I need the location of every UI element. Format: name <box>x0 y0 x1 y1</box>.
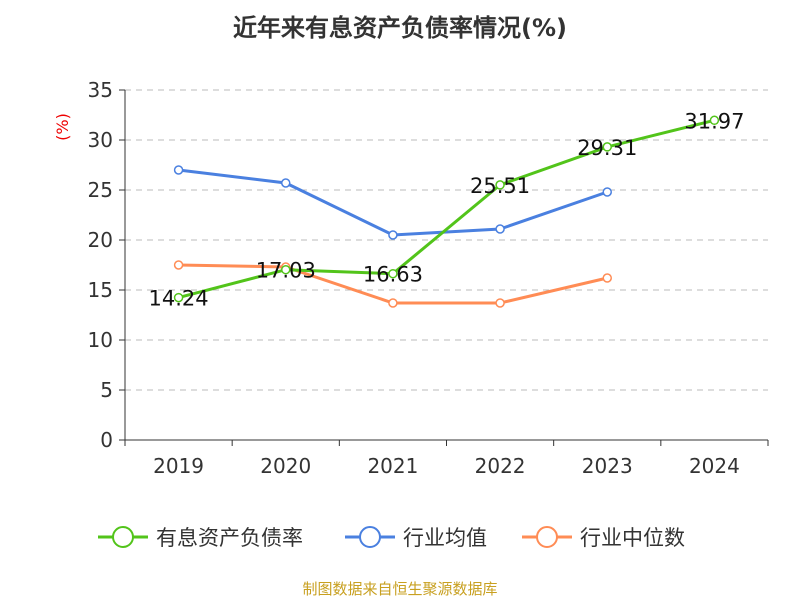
source-footer: 制图数据来自恒生聚源数据库 <box>302 580 498 598</box>
data-point <box>281 178 291 188</box>
y-tick-label: 20 <box>88 228 113 252</box>
legend-marker <box>112 526 134 548</box>
data-point <box>388 268 398 279</box>
data-label: 29.31 <box>577 136 637 160</box>
data-point <box>495 180 505 190</box>
data-point <box>495 224 505 234</box>
legend-marker <box>359 526 381 548</box>
series-line <box>178 168 608 237</box>
series-line <box>178 118 715 300</box>
chart-title: 近年来有息资产负债率情况(%) <box>233 14 567 42</box>
y-axis-label: (%) <box>53 113 72 141</box>
data-point <box>173 165 184 175</box>
y-tick-label: 10 <box>88 328 113 352</box>
data-point <box>495 298 505 308</box>
y-tick-label: 30 <box>88 128 113 152</box>
data-point <box>388 230 398 240</box>
x-tick-label: 2024 <box>689 454 740 478</box>
legend-label: 行业均值 <box>403 526 487 550</box>
data-label: 25.51 <box>470 174 530 198</box>
data-label: 16.63 <box>363 263 423 287</box>
legend-label: 行业中位数 <box>580 526 685 550</box>
y-tick-label: 15 <box>88 278 113 302</box>
data-point <box>709 115 720 126</box>
x-tick-label: 2022 <box>475 454 526 478</box>
data-label: 17.03 <box>256 259 316 283</box>
data-point <box>602 142 612 152</box>
y-tick-label: 0 <box>100 428 113 452</box>
data-point <box>602 187 612 197</box>
data-point <box>602 273 612 283</box>
data-label: 14.24 <box>149 287 209 311</box>
x-tick-label: 2021 <box>367 454 418 478</box>
y-tick-label: 5 <box>100 378 113 402</box>
data-point <box>173 292 184 303</box>
x-tick-label: 2019 <box>153 454 204 478</box>
x-tick-label: 2023 <box>582 454 633 478</box>
data-point <box>173 260 184 270</box>
data-label: 31.97 <box>684 109 744 133</box>
legend-marker <box>536 526 558 548</box>
data-point <box>281 264 291 275</box>
y-tick-label: 25 <box>88 178 113 202</box>
x-tick-label: 2020 <box>260 454 311 478</box>
legend-label: 有息资产负债率 <box>156 526 303 550</box>
data-point <box>388 298 398 308</box>
y-tick-label: 35 <box>88 78 113 102</box>
